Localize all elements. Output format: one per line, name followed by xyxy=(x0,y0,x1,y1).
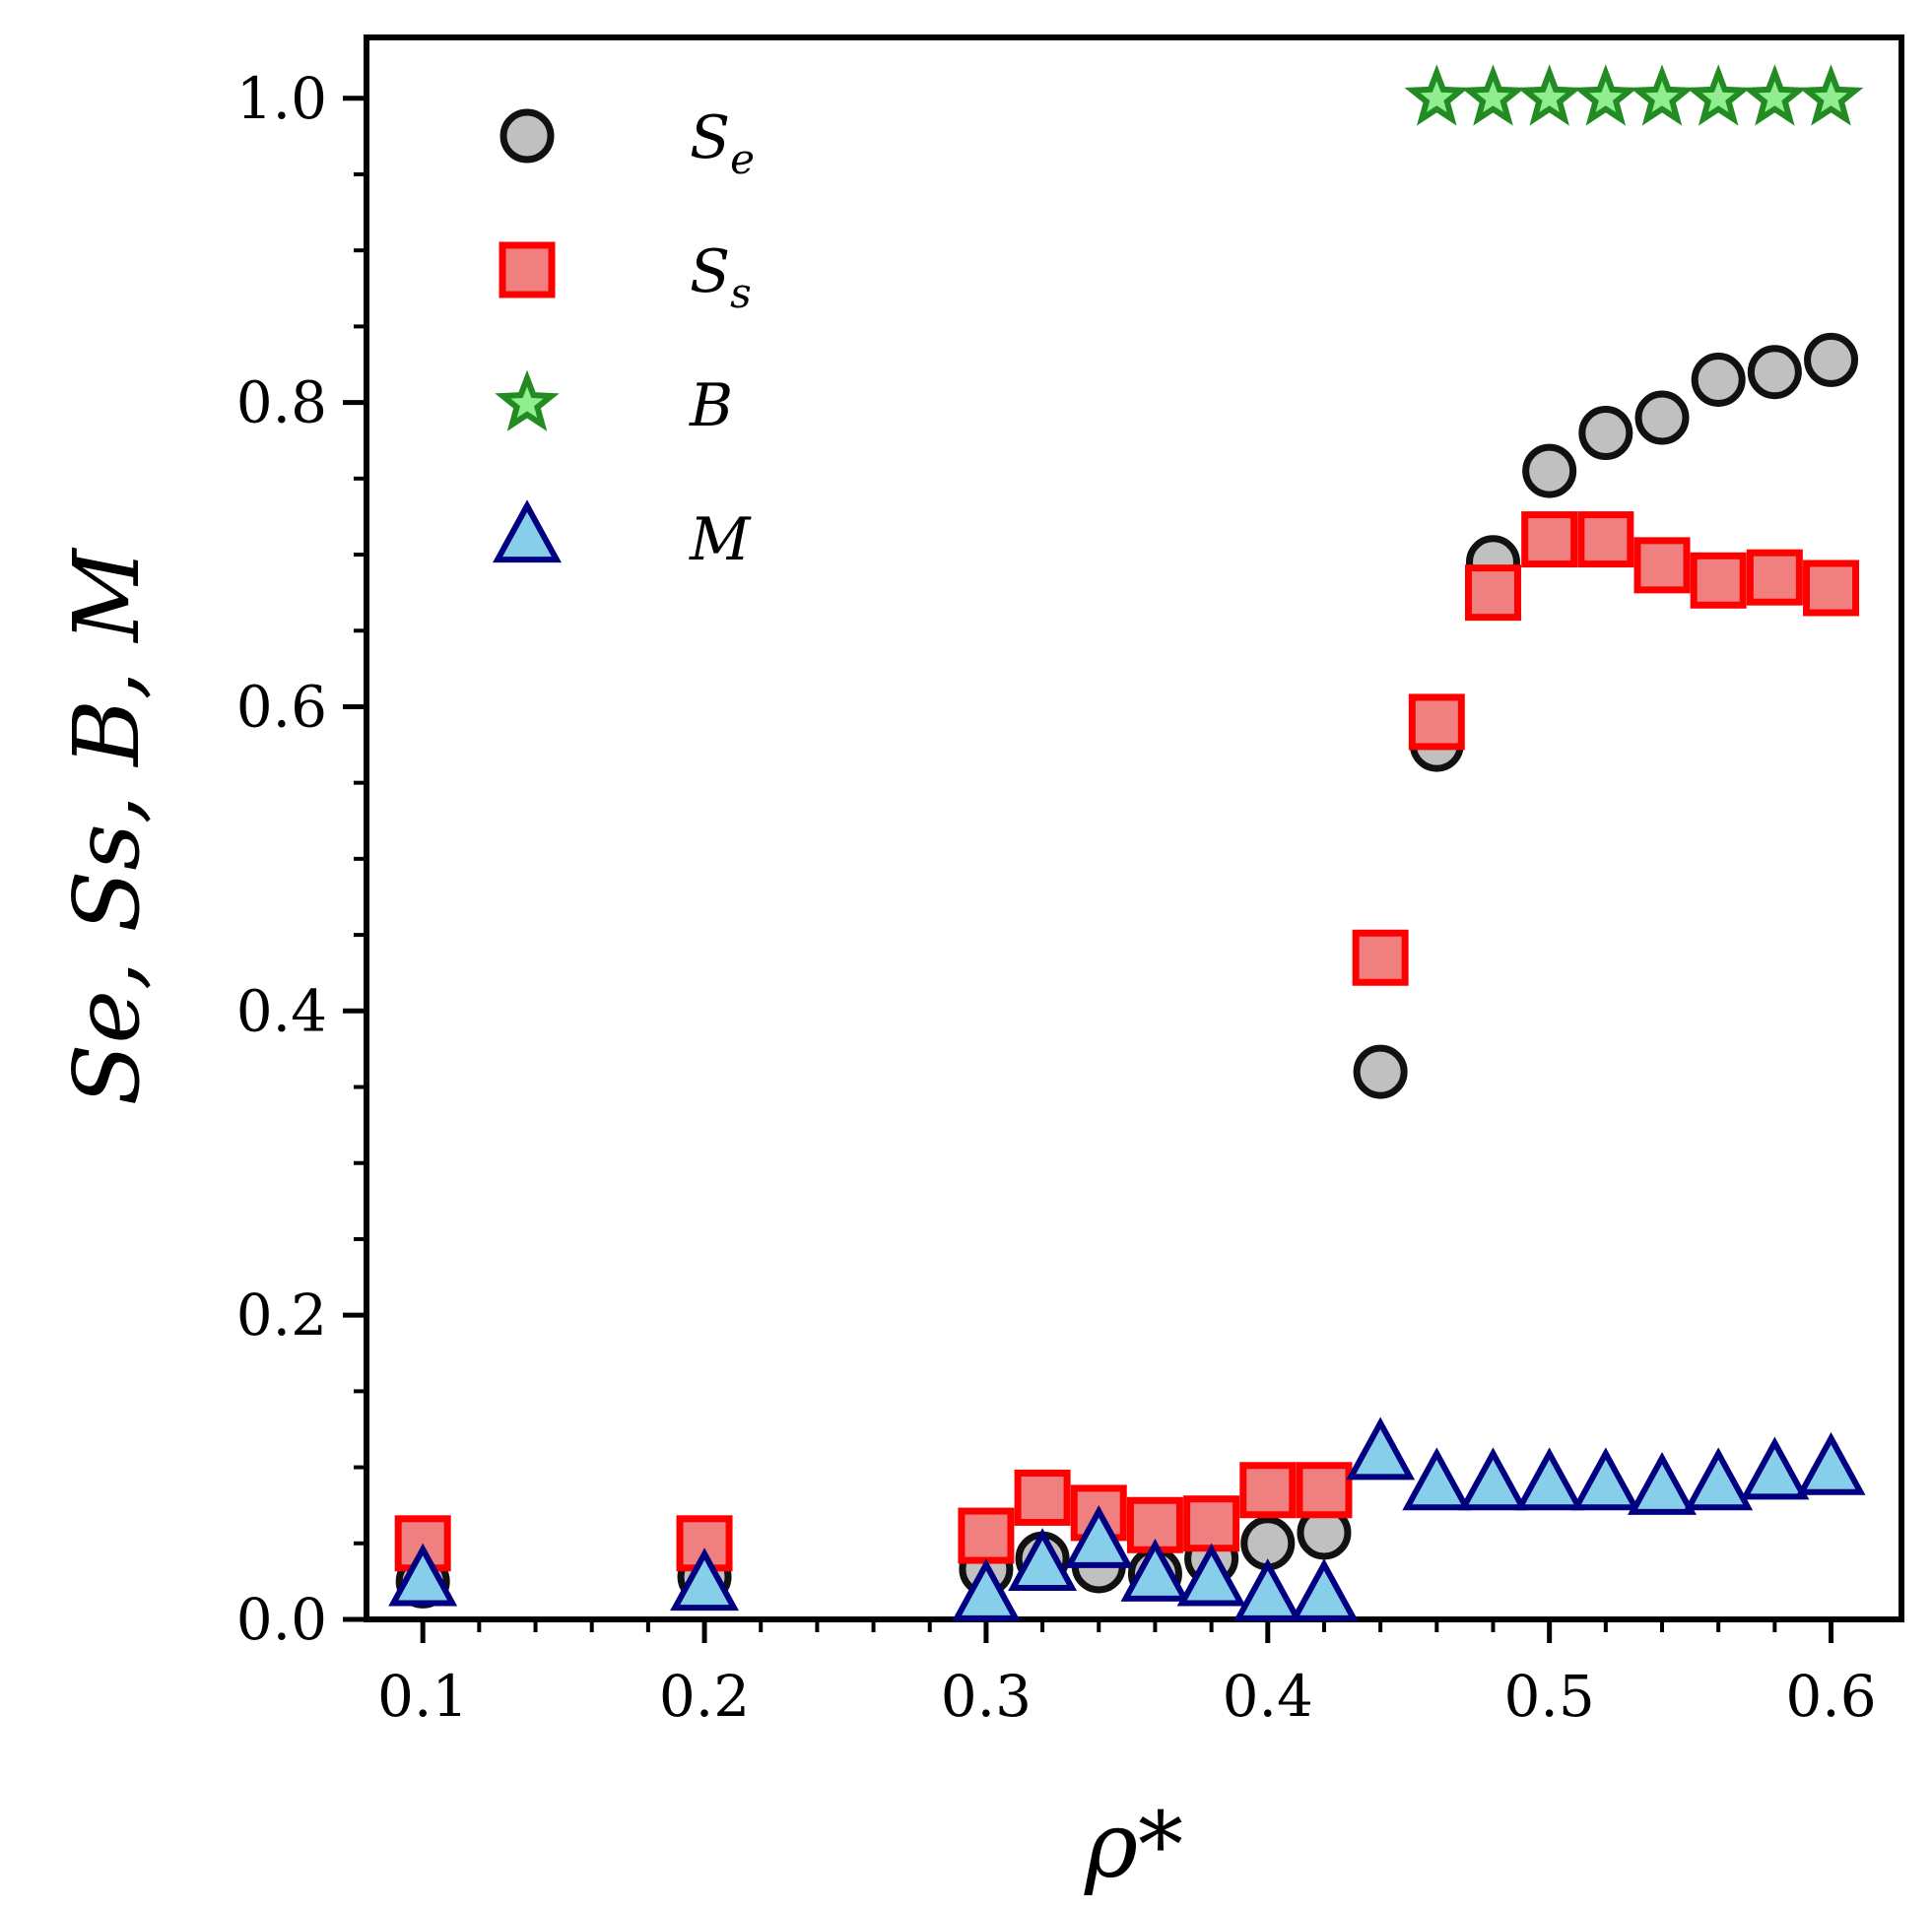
m-point xyxy=(670,1547,740,1612)
y-tick-label: 0.0 xyxy=(236,1586,327,1653)
b-point xyxy=(1742,64,1808,126)
series-star xyxy=(1404,64,1864,126)
x-ticks: 0.1 0.2 0.3 0.4 0.5 0.6 xyxy=(377,1619,1877,1730)
y-tick-label: 0.4 xyxy=(236,977,327,1044)
b-point xyxy=(1798,64,1864,126)
se-point xyxy=(1353,1044,1408,1099)
m-point xyxy=(1064,1505,1134,1568)
x-tick-label: 0.3 xyxy=(941,1663,1032,1730)
plot-frame xyxy=(364,34,1904,1622)
ss-point xyxy=(958,1507,1015,1564)
m-point xyxy=(1514,1447,1584,1511)
m-point xyxy=(951,1558,1021,1621)
legend-label: M xyxy=(689,505,752,574)
m-point xyxy=(1008,1528,1078,1592)
ss-point xyxy=(1408,693,1465,751)
legend-item: M xyxy=(493,499,752,574)
y-tick-label: 0.8 xyxy=(236,369,327,436)
legend-label: B xyxy=(689,371,733,440)
m-point xyxy=(1740,1436,1810,1500)
legend: Se Ss BM xyxy=(493,103,755,574)
se-point xyxy=(1578,406,1633,460)
legend-marker xyxy=(495,369,560,431)
series-circle xyxy=(395,332,1859,1609)
legend-label: Se xyxy=(690,103,755,183)
legend-marker xyxy=(493,499,562,563)
legend-item: B xyxy=(495,369,733,440)
ss-point xyxy=(1014,1469,1071,1526)
y-ticks: 0.0 0.2 0.4 0.6 0.8 1.0 xyxy=(236,65,366,1653)
b-point xyxy=(1404,64,1470,126)
ss-point xyxy=(1464,564,1521,622)
series-square xyxy=(394,511,1860,1572)
m-point xyxy=(1570,1447,1640,1511)
m-point xyxy=(1628,1451,1697,1515)
ss-point xyxy=(1803,560,1860,617)
x-tick-label: 0.4 xyxy=(1223,1663,1313,1730)
legend-marker xyxy=(499,241,556,298)
se-point xyxy=(1804,332,1859,387)
ss-point xyxy=(1690,552,1747,609)
series-layer xyxy=(388,64,1866,1621)
se-point xyxy=(1747,345,1802,400)
ss-point xyxy=(1183,1495,1240,1552)
m-point xyxy=(1346,1416,1416,1481)
legend-item: Ss xyxy=(499,237,752,317)
m-point xyxy=(1402,1447,1472,1511)
m-point xyxy=(1232,1558,1302,1621)
ss-point xyxy=(1633,537,1691,594)
se-point xyxy=(1634,390,1690,445)
y-tick-label: 1.0 xyxy=(236,65,327,132)
ss-point xyxy=(1521,511,1578,568)
m-point xyxy=(1290,1558,1359,1621)
x-tick-label: 0.1 xyxy=(377,1663,468,1730)
ss-point xyxy=(1577,511,1634,568)
m-point xyxy=(1684,1447,1754,1511)
m-point xyxy=(388,1543,458,1607)
x-tick-label: 0.6 xyxy=(1785,1663,1876,1730)
x-tick-label: 0.5 xyxy=(1504,1663,1595,1730)
legend-marker xyxy=(500,108,555,164)
x-axis-label: ρ* xyxy=(1084,1793,1183,1898)
ss-point xyxy=(1239,1462,1297,1519)
legend-label: Ss xyxy=(690,237,752,317)
ss-point xyxy=(1352,929,1409,986)
ss-point xyxy=(1296,1462,1353,1519)
b-point xyxy=(1516,64,1582,126)
x-tick-label: 0.2 xyxy=(659,1663,750,1730)
y-tick-label: 0.6 xyxy=(236,673,327,740)
y-tick-label: 0.2 xyxy=(236,1282,327,1349)
legend-item: Se xyxy=(500,103,755,183)
series-triangle xyxy=(388,1416,1866,1621)
ss-point xyxy=(1746,549,1803,606)
m-point xyxy=(1120,1539,1190,1602)
b-point xyxy=(1460,64,1526,126)
m-point xyxy=(1796,1431,1866,1495)
y-axis-label: Se, Ss, B, M xyxy=(54,547,160,1106)
b-point xyxy=(1630,64,1695,126)
b-point xyxy=(1686,64,1751,126)
se-point xyxy=(1691,352,1746,407)
b-point xyxy=(1573,64,1638,126)
m-point xyxy=(1458,1447,1528,1511)
se-point xyxy=(1522,443,1577,498)
m-point xyxy=(1176,1543,1246,1607)
